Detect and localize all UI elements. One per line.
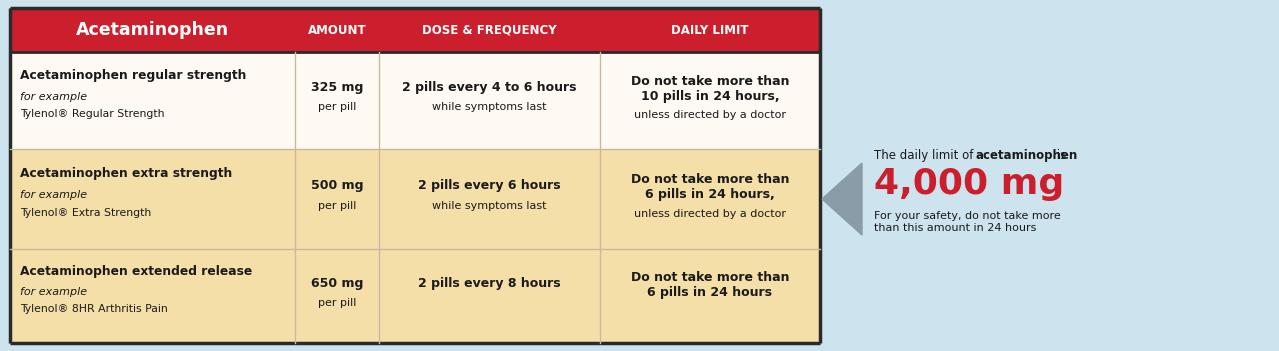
Text: per pill: per pill — [318, 102, 357, 112]
Text: Acetaminophen extra strength: Acetaminophen extra strength — [20, 166, 233, 179]
Text: unless directed by a doctor: unless directed by a doctor — [634, 209, 785, 219]
Text: per pill: per pill — [318, 298, 357, 307]
Bar — [10, 8, 820, 52]
Text: Acetaminophen regular strength: Acetaminophen regular strength — [20, 69, 247, 82]
Text: 4,000 mg: 4,000 mg — [874, 167, 1064, 201]
Text: acetaminophen: acetaminophen — [976, 149, 1078, 162]
Bar — [10, 8, 820, 343]
Bar — [10, 149, 820, 249]
Text: Do not take more than
10 pills in 24 hours,: Do not take more than 10 pills in 24 hou… — [631, 75, 789, 103]
Text: Tylenol® Regular Strength: Tylenol® Regular Strength — [20, 109, 165, 119]
Text: for example: for example — [20, 92, 87, 102]
Text: unless directed by a doctor: unless directed by a doctor — [634, 110, 785, 120]
Text: while symptoms last: while symptoms last — [432, 102, 546, 112]
Text: 2 pills every 6 hours: 2 pills every 6 hours — [418, 179, 560, 192]
Bar — [10, 249, 820, 343]
Text: Acetaminophen: Acetaminophen — [75, 21, 229, 39]
Text: while symptoms last: while symptoms last — [432, 201, 546, 211]
Text: The daily limit of: The daily limit of — [874, 149, 977, 162]
Text: 650 mg: 650 mg — [311, 277, 363, 290]
Text: 2 pills every 4 to 6 hours: 2 pills every 4 to 6 hours — [403, 81, 577, 94]
Text: AMOUNT: AMOUNT — [308, 24, 367, 37]
Bar — [10, 52, 820, 149]
Text: DOSE & FREQUENCY: DOSE & FREQUENCY — [422, 24, 556, 37]
Text: For your safety, do not take more
than this amount in 24 hours: For your safety, do not take more than t… — [874, 211, 1060, 233]
Text: for example: for example — [20, 287, 87, 297]
Polygon shape — [822, 163, 862, 235]
Text: Do not take more than
6 pills in 24 hours: Do not take more than 6 pills in 24 hour… — [631, 271, 789, 299]
Text: Acetaminophen extended release: Acetaminophen extended release — [20, 265, 252, 278]
Text: per pill: per pill — [318, 201, 357, 211]
Text: Do not take more than
6 pills in 24 hours,: Do not take more than 6 pills in 24 hour… — [631, 173, 789, 201]
Text: Tylenol® Extra Strength: Tylenol® Extra Strength — [20, 208, 151, 218]
Text: 2 pills every 8 hours: 2 pills every 8 hours — [418, 277, 560, 290]
Text: 500 mg: 500 mg — [311, 179, 363, 192]
Text: for example: for example — [20, 190, 87, 200]
Text: is: is — [1053, 149, 1067, 162]
Text: DAILY LIMIT: DAILY LIMIT — [671, 24, 748, 37]
Text: 325 mg: 325 mg — [311, 81, 363, 94]
Text: Tylenol® 8HR Arthritis Pain: Tylenol® 8HR Arthritis Pain — [20, 304, 168, 314]
